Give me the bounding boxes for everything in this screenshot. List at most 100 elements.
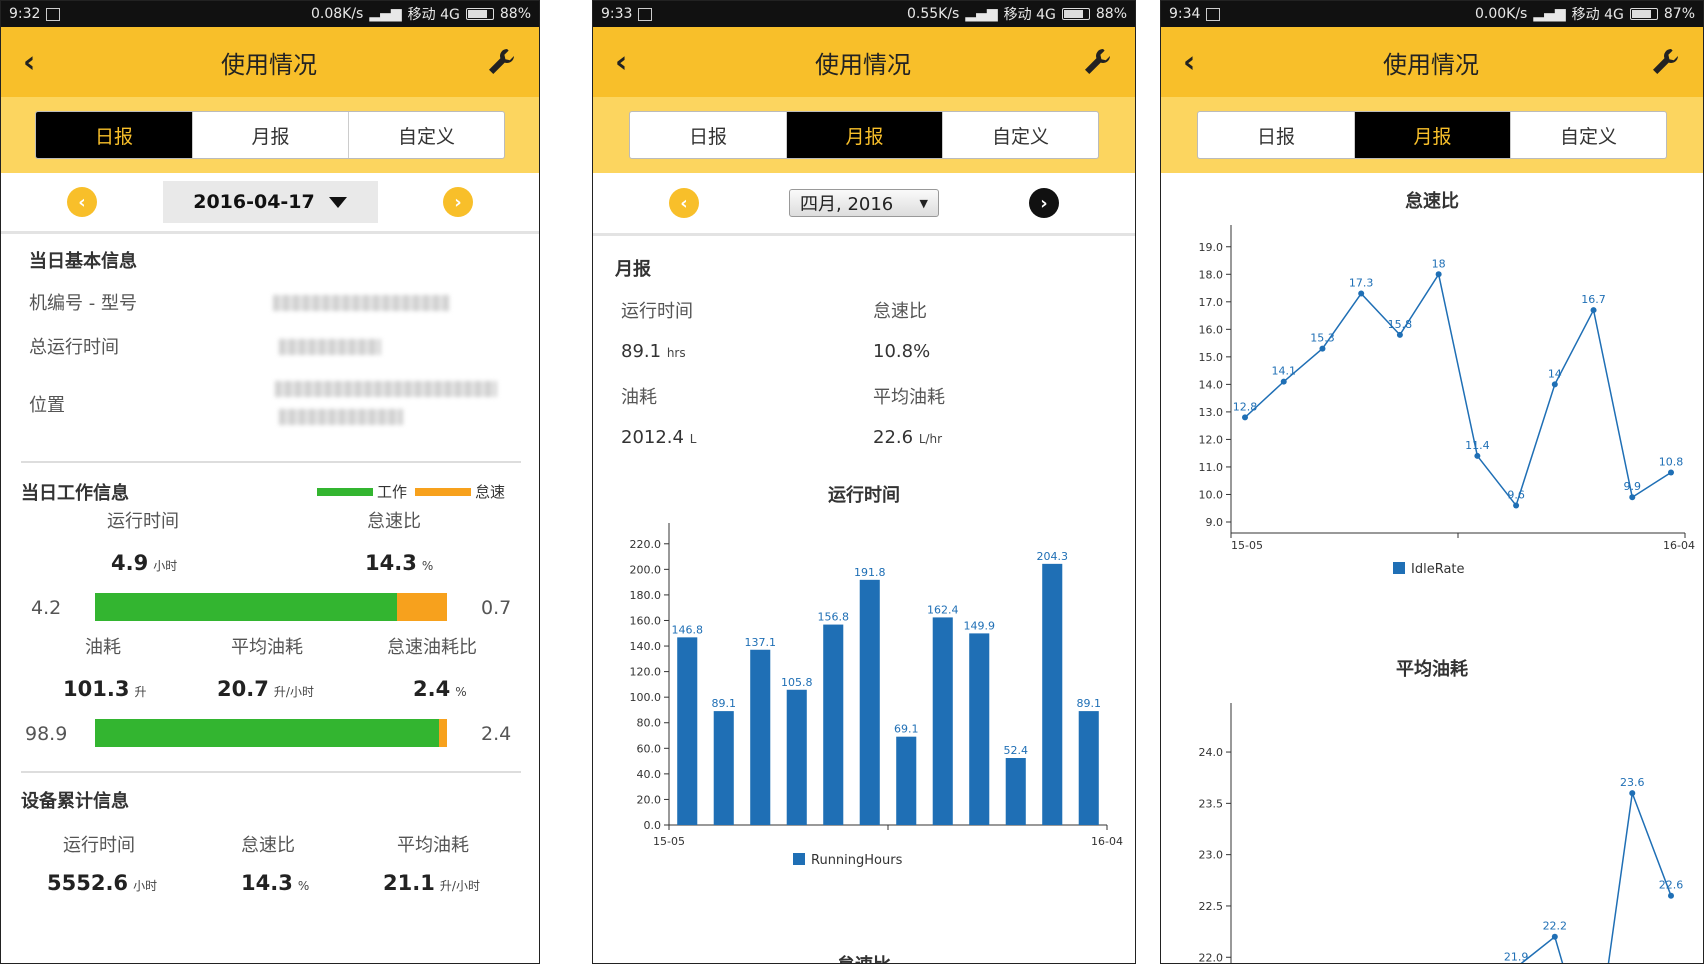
runtime-split-bar [95, 593, 447, 621]
bar [1005, 758, 1026, 825]
y-tick-label: 160.0 [630, 614, 662, 627]
cum-runtime-label: 运行时间 [63, 835, 135, 856]
prev-month-button[interactable]: ‹ [669, 188, 699, 218]
bar [932, 617, 953, 825]
bar2-idle-value: 2.4 [481, 723, 512, 745]
network-speed: 0.08K/s [310, 6, 364, 22]
report-tabs-bar: 日报 月报 自定义 [1161, 97, 1703, 173]
data-label: 12.8 [1233, 400, 1258, 413]
monthly-fuel-value: 2012.4 [621, 427, 684, 448]
wrench-icon[interactable] [1649, 46, 1681, 78]
x-tick-label: 16-04 [1091, 835, 1123, 848]
status-bar: 9:34 0.00K/s ▂▄▆ 移动 4G 87% [1161, 1, 1703, 27]
signal-icon: ▂▄▆ [369, 6, 402, 22]
avg-fuel-chart-title: 平均油耗 [1396, 659, 1468, 680]
cum-avg-value: 21.1 [383, 871, 435, 895]
wrench-icon[interactable] [485, 46, 517, 78]
series-line [1244, 272, 1672, 508]
avg-fuel-value: 20.7 [217, 677, 269, 701]
back-arrow-icon[interactable]: ‹ [1183, 44, 1196, 80]
bar2-work-value: 98.9 [25, 723, 68, 745]
cumulative-info-title: 设备累计信息 [21, 791, 129, 812]
month-navigator: ‹ 四月, 2016 ▼ › [593, 173, 1135, 233]
y-tick-label: 140.0 [630, 640, 662, 653]
monthly-avg-value: 22.6 [873, 427, 914, 448]
next-chart-title: 怠速比 [593, 951, 1135, 963]
model-label: 机编号 - 型号 [29, 293, 137, 314]
divider [593, 233, 1135, 236]
y-tick-label: 80.0 [637, 717, 662, 730]
legend-label: IdleRate [1411, 562, 1465, 577]
runtime-value-row: 4.9 小时 [111, 551, 177, 575]
tab-custom[interactable]: 自定义 [348, 112, 504, 158]
divider [21, 771, 521, 773]
tab-monthly[interactable]: 月报 [786, 112, 942, 158]
data-label: 105.8 [781, 676, 813, 689]
location-redacted-line1 [275, 381, 497, 397]
data-point [1435, 271, 1442, 278]
data-point [1551, 933, 1558, 940]
monthly-avg-row: 22.6 L/hr [873, 427, 942, 448]
idle-ratio-value: 14.3 [365, 551, 417, 575]
report-tabs: 日报 月报 自定义 [1197, 111, 1667, 159]
network-speed: 0.55K/s [906, 6, 960, 22]
tab-monthly[interactable]: 月报 [1354, 112, 1510, 158]
fuel-value-row: 101.3 升 [63, 677, 147, 701]
wrench-icon[interactable] [1081, 46, 1113, 78]
avg-fuel-line-chart: 20.020.521.021.522.022.523.023.524.020.3… [1199, 703, 1683, 963]
location-label: 位置 [29, 395, 65, 416]
y-tick-label: 18.0 [1199, 268, 1224, 281]
bar [750, 649, 771, 825]
idle-chart-title: 怠速比 [1405, 191, 1459, 212]
battery-icon [1629, 8, 1658, 20]
y-tick-label: 19.0 [1199, 241, 1224, 254]
data-point [1551, 381, 1558, 388]
legend-label: RunningHours [811, 853, 903, 868]
battery-icon [1061, 8, 1090, 20]
month-select[interactable]: 四月, 2016 ▼ [789, 189, 939, 217]
data-label: 15.8 [1388, 318, 1413, 331]
avg-fuel-unit: 升/小时 [273, 685, 314, 699]
cum-idle-label: 怠速比 [241, 835, 295, 856]
data-label: 69.1 [894, 723, 919, 736]
back-arrow-icon[interactable]: ‹ [23, 44, 36, 80]
data-point [1668, 892, 1674, 899]
cum-idle-unit: % [297, 879, 310, 893]
data-point [1319, 345, 1326, 352]
tab-custom[interactable]: 自定义 [942, 112, 1098, 158]
date-picker[interactable]: 2016-04-17 [162, 181, 378, 223]
data-point [1358, 290, 1365, 297]
data-point [1513, 502, 1520, 509]
y-tick-label: 12.0 [1199, 433, 1224, 446]
legend-work-swatch [317, 487, 373, 496]
next-day-button[interactable]: › [443, 187, 473, 217]
clock: 9:34 [1169, 6, 1201, 22]
model-value-redacted [273, 295, 449, 311]
x-tick-label: 15-05 [1231, 539, 1263, 552]
bar1-idle-value: 0.7 [481, 597, 512, 619]
data-label: 137.1 [745, 636, 777, 649]
work-legend: 工作 怠速 [317, 481, 505, 502]
y-tick-label: 22.5 [1199, 900, 1224, 913]
avg-fuel-value-row: 20.7 升/小时 [217, 677, 314, 701]
bar [969, 633, 990, 825]
divider [1, 231, 539, 234]
idle-fuel-value: 2.4 [413, 677, 451, 701]
bar [1078, 711, 1099, 825]
tab-daily[interactable]: 日报 [688, 125, 727, 148]
tab-daily[interactable]: 日报 [1256, 125, 1295, 148]
idle-fuel-ratio-label: 怠速油耗比 [387, 637, 477, 658]
legend-work-label: 工作 [377, 483, 408, 501]
tab-custom[interactable]: 自定义 [1510, 112, 1666, 158]
bar [859, 579, 880, 825]
idle-fuel-unit: % [455, 685, 467, 699]
prev-day-button[interactable]: ‹ [67, 187, 97, 217]
caret-down-icon [328, 196, 347, 208]
back-arrow-icon[interactable]: ‹ [615, 44, 628, 80]
next-month-button[interactable]: › [1029, 188, 1059, 218]
tab-daily[interactable]: 日报 [36, 112, 192, 158]
page-title: 使用情况 [1383, 50, 1479, 79]
tab-monthly[interactable]: 月报 [192, 112, 348, 158]
work-info-title: 当日工作信息 [21, 483, 129, 504]
legend-swatch [1393, 562, 1405, 574]
